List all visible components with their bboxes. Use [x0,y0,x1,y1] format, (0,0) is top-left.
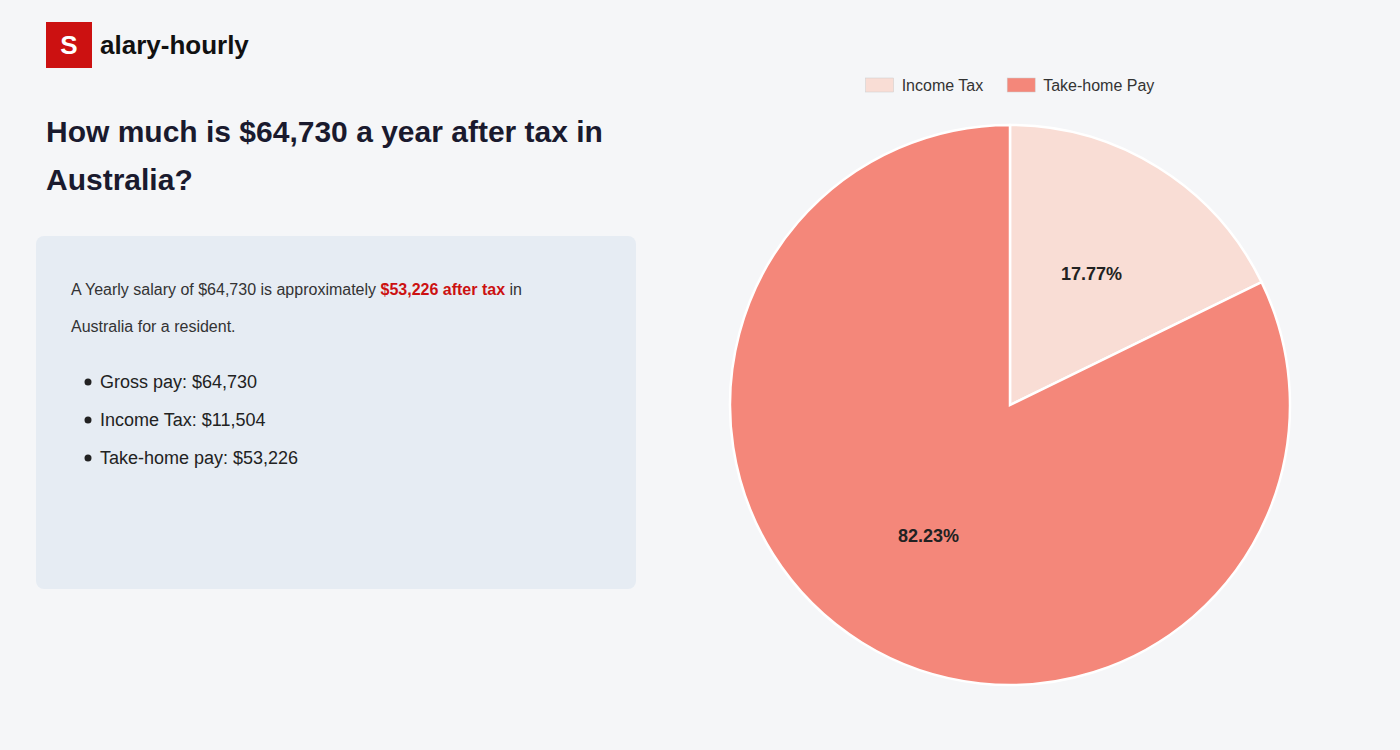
chart: Salary-hourly How much is $64,730 a year … [0,0,1400,750]
text-panel: Salary-hourly How much is $64,730 a year … [36,22,636,589]
logo-box [46,22,92,68]
pie [730,125,1290,685]
title: How much is $64,730 a year after tax in A… [46,115,603,196]
title-line: How much is $64,730 a year after tax in [46,115,603,148]
bullet [85,379,92,386]
bullet-text: Take-home pay: $53,226 [100,448,298,468]
legend: Income Tax Take-home Pay [866,77,1155,94]
title-line: Australia? [46,163,193,196]
info-box [36,236,636,589]
legend-label: Take-home Pay [1043,77,1154,94]
legend-swatch [1007,78,1035,92]
legend-swatch [866,78,894,92]
logo-letter: S [60,30,77,60]
legend-item: Take-home Pay [1007,77,1154,94]
box-text: in [505,281,522,298]
box-line: A Yearly salary of $64,730 is approximat… [71,281,522,298]
data-label: 82.23% [898,526,959,546]
legend-label: Income Tax [902,77,984,94]
box-text: A Yearly salary of $64,730 is approximat… [71,281,381,298]
legend-item: Income Tax [866,77,984,94]
bullet [85,417,92,424]
logo-text: alary-hourly [100,30,249,60]
bullet-text: Gross pay: $64,730 [100,372,257,392]
bullet [85,455,92,462]
box-text: Australia for a resident. [71,318,236,335]
bullet-text: Income Tax: $11,504 [100,410,265,430]
slice [730,125,1290,685]
data-label: 17.77% [1061,264,1122,284]
data-labels: 17.77% 82.23% [898,264,1122,545]
box-highlight: $53,226 after tax [381,281,506,298]
